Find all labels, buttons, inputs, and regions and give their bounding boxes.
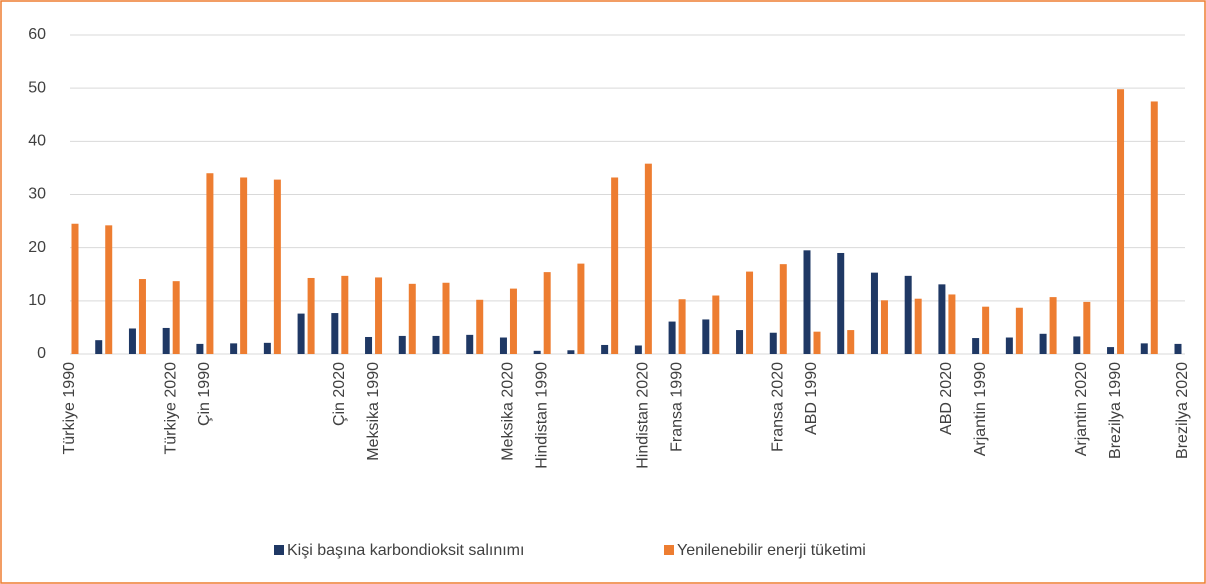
bar	[341, 275, 349, 354]
bar	[196, 343, 204, 354]
bar	[567, 350, 575, 354]
x-tick-label: Çin 2020	[331, 362, 348, 426]
bar	[533, 350, 541, 354]
bar	[543, 272, 551, 354]
y-tick-label: 0	[37, 345, 46, 362]
bar	[982, 306, 990, 354]
bar	[230, 343, 238, 354]
bar	[938, 284, 946, 354]
bar	[678, 299, 686, 354]
legend-label: Kişi başına karbondioksit salınımı	[287, 542, 524, 559]
x-tick-label: Çin 1990	[196, 362, 213, 426]
bar	[601, 344, 609, 354]
bar	[914, 298, 922, 354]
bar	[1150, 101, 1158, 354]
bar	[837, 252, 845, 354]
bar	[779, 264, 787, 354]
x-tick-label: Brezilya 1990	[1107, 362, 1124, 459]
bar	[162, 327, 170, 354]
bar	[476, 299, 484, 354]
bar	[398, 335, 406, 354]
bar	[1140, 343, 1148, 354]
bar	[307, 277, 315, 354]
bar	[813, 331, 821, 354]
bar	[1174, 343, 1182, 354]
bar	[1039, 333, 1047, 354]
bar	[1005, 337, 1013, 354]
x-tick-label: Fransa 2020	[769, 362, 786, 452]
x-tick-label: Brezilya 2020	[1174, 362, 1191, 459]
x-tick-label: Hindistan 1990	[533, 362, 550, 469]
bar	[577, 263, 585, 354]
bar	[273, 179, 281, 354]
legend-marker	[664, 545, 674, 555]
bar	[128, 328, 136, 354]
x-tick-label: Arjantin 1990	[972, 362, 989, 456]
bar	[904, 275, 912, 354]
bar	[432, 335, 440, 354]
bar	[644, 163, 652, 354]
bar	[1107, 347, 1115, 354]
x-tick-label: Arjantin 2020	[1073, 362, 1090, 456]
bar	[466, 334, 474, 354]
bar	[1117, 89, 1125, 354]
x-tick-label: Hindistan 2020	[635, 362, 652, 469]
bar	[948, 294, 956, 354]
x-tick-label: ABD 2020	[938, 362, 955, 435]
bar	[634, 345, 642, 354]
bar	[712, 295, 720, 354]
bar	[702, 319, 710, 354]
bar	[263, 342, 271, 354]
bar	[206, 173, 214, 354]
bar	[499, 337, 507, 354]
bar	[297, 313, 305, 354]
bar	[803, 250, 811, 354]
y-tick-label: 10	[28, 292, 46, 309]
x-tick-label: Türkiye 1990	[61, 362, 78, 455]
y-tick-label: 40	[28, 133, 46, 150]
x-tick-label: Meksika 1990	[365, 362, 382, 461]
bar	[972, 338, 980, 354]
bar	[442, 282, 450, 354]
x-tick-label: Türkiye 2020	[162, 362, 179, 455]
bar	[880, 300, 888, 354]
bar	[1083, 301, 1091, 354]
bar	[509, 288, 517, 354]
legend-label: Yenilenebilir enerji tüketimi	[677, 542, 866, 559]
bar	[736, 330, 744, 354]
bar	[668, 321, 676, 354]
bar	[71, 223, 79, 354]
y-tick-label: 20	[28, 239, 46, 256]
bar	[408, 283, 416, 354]
bar	[1073, 336, 1081, 354]
bar	[611, 177, 619, 354]
x-tick-label: Meksika 2020	[500, 362, 517, 461]
bar	[172, 281, 180, 354]
bar	[1015, 307, 1023, 354]
bar	[331, 313, 339, 354]
y-tick-label: 30	[28, 186, 46, 203]
x-tick-label: Fransa 1990	[668, 362, 685, 452]
bar	[847, 330, 855, 354]
y-tick-label: 60	[28, 26, 46, 43]
bar	[365, 336, 373, 354]
bar	[870, 272, 878, 354]
x-tick-label: ABD 1990	[803, 362, 820, 435]
bar	[138, 279, 146, 354]
bar	[240, 177, 248, 354]
bar	[1049, 297, 1057, 354]
bar	[95, 340, 103, 354]
bar	[105, 225, 113, 354]
bar	[375, 277, 383, 354]
y-tick-label: 50	[28, 79, 46, 96]
bar	[746, 271, 754, 354]
legend-marker	[274, 545, 284, 555]
bar	[769, 332, 777, 354]
